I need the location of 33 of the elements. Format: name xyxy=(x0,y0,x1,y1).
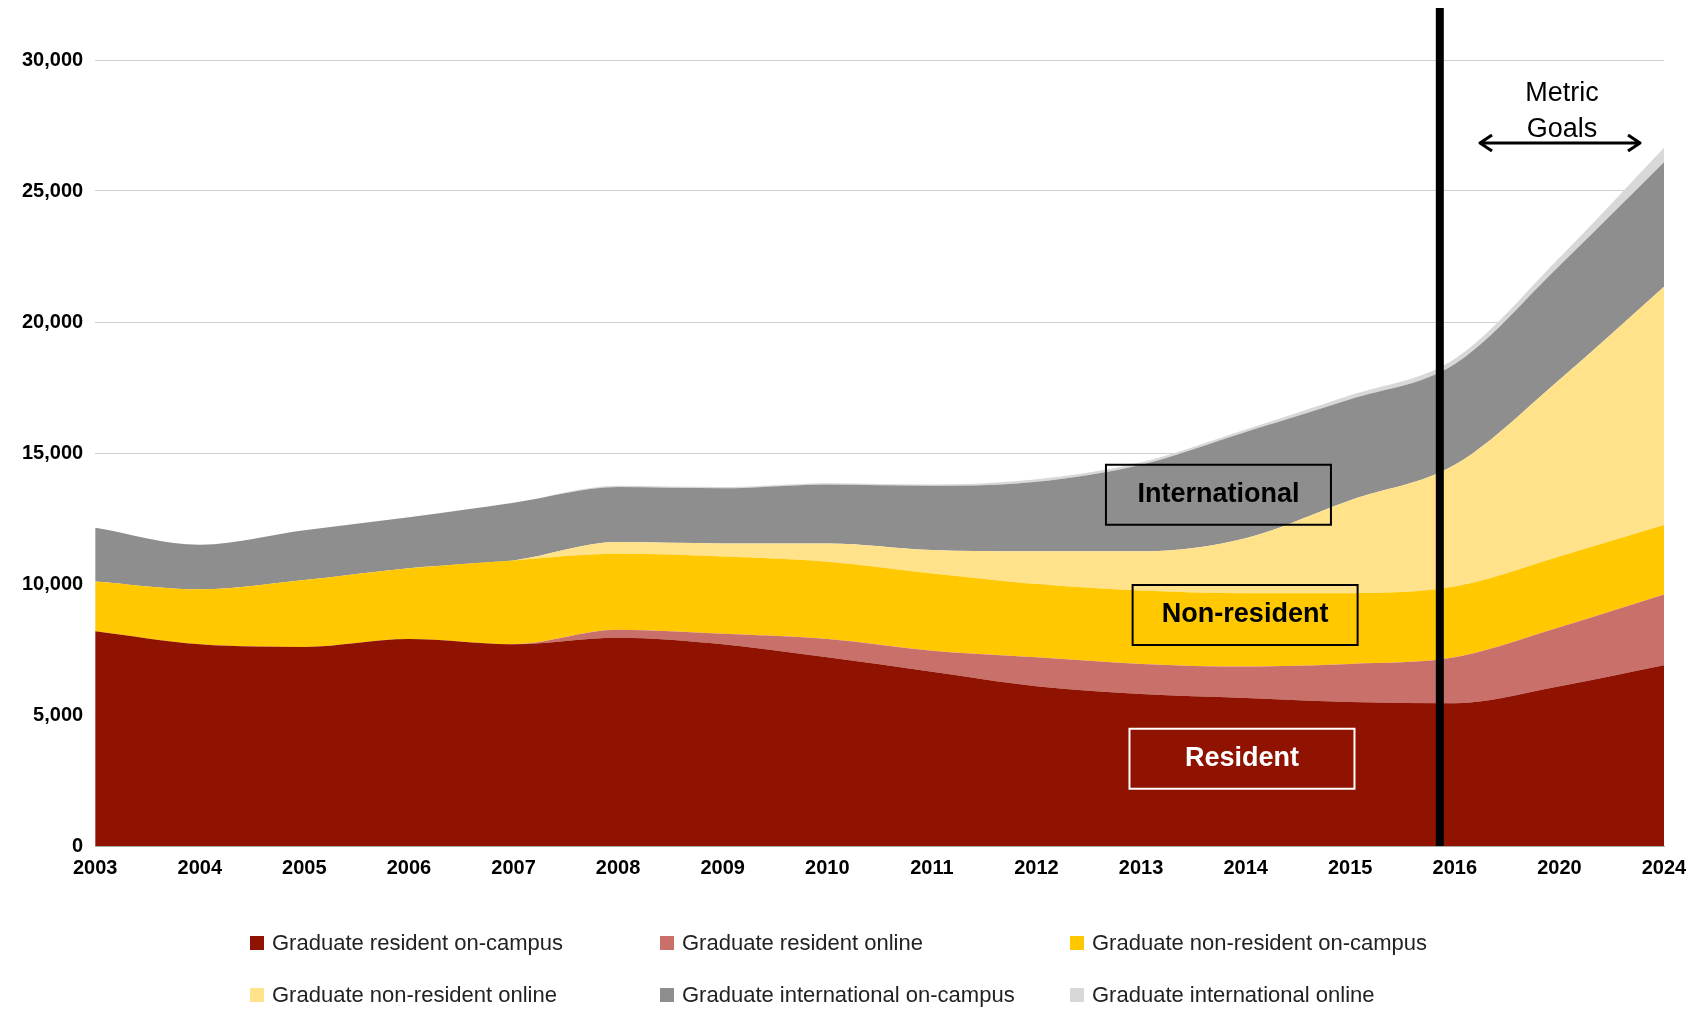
x-tick-label: 2014 xyxy=(1223,855,1269,878)
legend-label: Graduate international online xyxy=(1092,982,1375,1008)
legend-label: Graduate non-resident on-campus xyxy=(1092,930,1428,956)
x-tick-label: 2016 xyxy=(1432,855,1478,878)
legend-label: Graduate resident online xyxy=(682,930,923,956)
y-tick-label: 30,000 xyxy=(22,47,84,70)
x-tick-label: 2020 xyxy=(1537,855,1582,878)
x-tick-label: 2006 xyxy=(386,855,432,878)
annotation: Resident xyxy=(1184,742,1299,773)
legend-label: Graduate resident on-campus xyxy=(272,930,564,956)
x-tick-label: 2012 xyxy=(1014,855,1059,878)
x-tick-label: 2024 xyxy=(1641,855,1688,878)
annotation: International xyxy=(1137,478,1300,509)
x-tick-label: 2013 xyxy=(1118,855,1164,878)
y-tick-label: 20,000 xyxy=(22,309,84,332)
annotation: Non-resident xyxy=(1161,598,1329,629)
y-tick-label: 15,000 xyxy=(22,440,84,463)
x-tick-label: 2005 xyxy=(282,855,327,878)
x-tick-label: 2010 xyxy=(805,855,850,878)
x-tick-label: 2004 xyxy=(177,855,223,878)
y-tick-label: 25,000 xyxy=(22,178,84,201)
x-tick-label: 2007 xyxy=(491,855,536,878)
y-tick-label: 0 xyxy=(72,833,84,856)
legend-label: Graduate international on-campus xyxy=(682,982,1015,1008)
y-tick-label: 5,000 xyxy=(33,702,84,725)
x-tick-label: 2011 xyxy=(910,855,954,878)
y-tick-label: 10,000 xyxy=(22,571,84,594)
x-tick-label: 2015 xyxy=(1327,855,1373,878)
x-tick-label: 2009 xyxy=(700,855,745,878)
legend-label: Graduate non-resident online xyxy=(272,982,557,1008)
annotation: Metric Goals xyxy=(1525,77,1599,144)
x-tick-label: 2003 xyxy=(72,855,118,878)
x-tick-label: 2008 xyxy=(595,855,641,878)
